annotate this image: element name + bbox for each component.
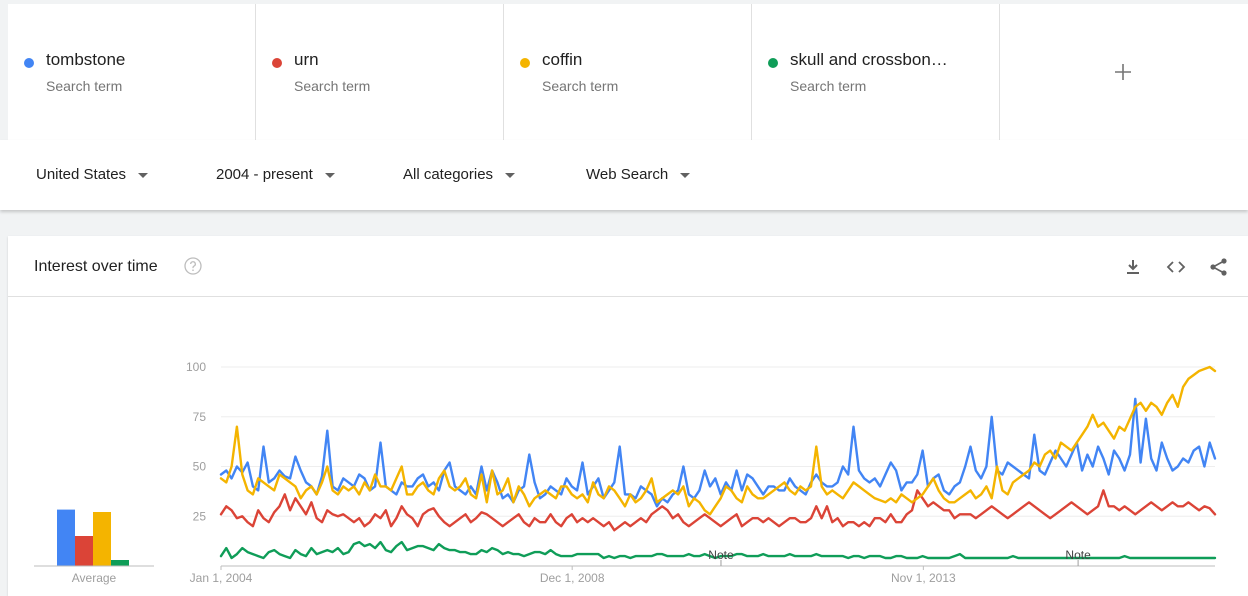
plus-icon xyxy=(1115,64,1131,80)
caret-down-icon xyxy=(324,172,335,178)
category-filter[interactable]: All categories xyxy=(403,166,516,183)
interest-chart: 25 50 75 100 Jan 1, 2004 Dec 1, 2008 Nov 1, 20… xyxy=(34,360,1217,585)
series-line-2 xyxy=(219,365,1217,516)
average-bar-0 xyxy=(57,509,75,566)
x-tick-label: Dec 1, 2008 xyxy=(540,571,605,585)
average-label: Average xyxy=(72,571,117,585)
term-color-dot xyxy=(272,58,282,68)
term-name: coffin xyxy=(542,50,583,69)
series-line-3 xyxy=(219,540,1217,560)
average-bar-2 xyxy=(93,512,111,566)
term-color-dot xyxy=(520,58,530,68)
add-term-button[interactable] xyxy=(1000,4,1246,140)
property-filter-label: Web Search xyxy=(586,166,669,183)
term-card-skull-and-crossbones[interactable]: skull and crossbon… Search term xyxy=(752,4,1000,140)
x-tick-label: Nov 1, 2013 xyxy=(891,571,956,585)
term-name: skull and crossbon… xyxy=(790,50,948,69)
embed-icon[interactable] xyxy=(1165,256,1187,278)
search-terms-bar: tombstone Search term urn Search term co… xyxy=(8,4,1248,141)
region-filter[interactable]: United States xyxy=(36,166,149,183)
caret-down-icon xyxy=(138,172,149,178)
term-card-tombstone[interactable]: tombstone Search term xyxy=(8,4,256,140)
term-color-dot xyxy=(768,58,778,68)
y-tick-label: 75 xyxy=(193,410,207,424)
average-bar-1 xyxy=(75,536,93,566)
y-tick-label: 100 xyxy=(186,360,206,374)
term-card-urn[interactable]: urn Search term xyxy=(256,4,504,140)
interest-over-time-panel: Interest over time 25 50 75 100 Jan 1, 2004 D… xyxy=(8,236,1248,596)
caret-down-icon xyxy=(505,172,516,178)
term-card-coffin[interactable]: coffin Search term xyxy=(504,4,752,140)
help-icon[interactable] xyxy=(184,257,202,275)
share-icon[interactable] xyxy=(1208,256,1230,278)
term-subtitle: Search term xyxy=(790,78,867,94)
term-subtitle: Search term xyxy=(46,78,123,94)
category-filter-label: All categories xyxy=(403,166,494,183)
y-tick-label: 25 xyxy=(193,509,207,523)
term-subtitle: Search term xyxy=(542,78,619,94)
term-color-dot xyxy=(24,58,34,68)
caret-down-icon xyxy=(680,172,691,178)
region-filter-label: United States xyxy=(36,166,127,183)
note-label: Note xyxy=(1065,548,1091,562)
time-filter[interactable]: 2004 - present xyxy=(216,166,335,183)
panel-title: Interest over time xyxy=(34,258,158,275)
series-line-1 xyxy=(219,489,1217,532)
panel-header: Interest over time xyxy=(8,236,1248,297)
time-filter-label: 2004 - present xyxy=(216,166,313,183)
average-bar-3 xyxy=(111,560,129,566)
term-name: urn xyxy=(294,50,319,69)
term-subtitle: Search term xyxy=(294,78,371,94)
download-icon[interactable] xyxy=(1122,256,1144,278)
x-tick-label: Jan 1, 2004 xyxy=(190,571,253,585)
term-name: tombstone xyxy=(46,50,126,69)
filter-bar: United States 2004 - present All categor… xyxy=(0,140,1248,210)
note-label: Note xyxy=(708,548,734,562)
y-tick-label: 50 xyxy=(193,460,207,474)
property-filter[interactable]: Web Search xyxy=(586,166,691,183)
